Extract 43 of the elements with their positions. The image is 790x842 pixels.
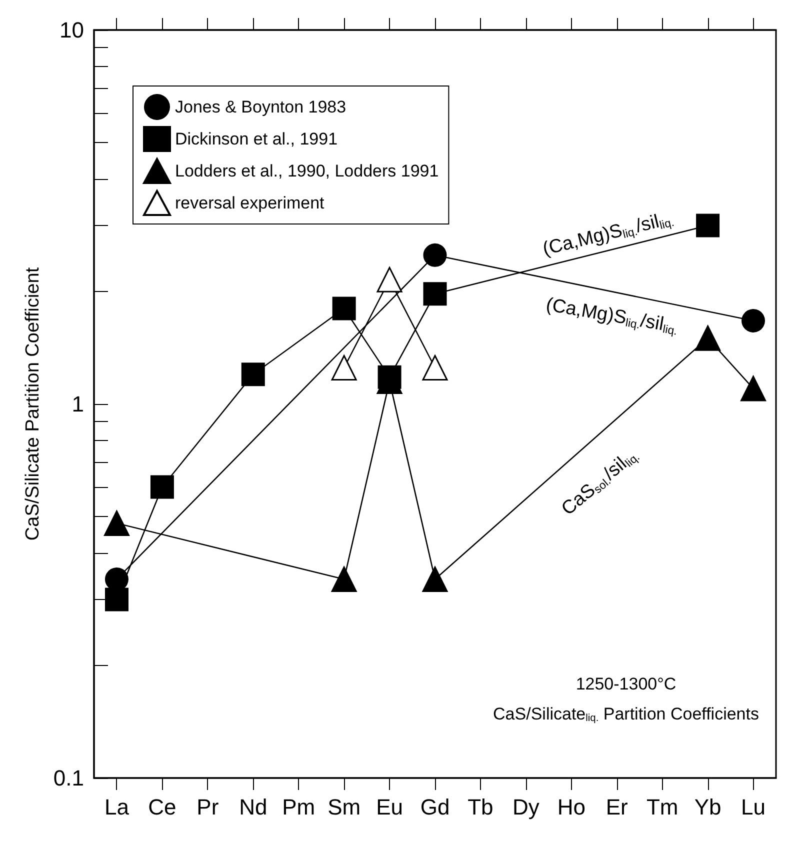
point: [241, 362, 265, 386]
annotation: CaSsol./silliq.: [558, 451, 642, 520]
x-tick-label: Tb: [468, 794, 494, 820]
x-tick-label: Ce: [148, 794, 176, 820]
annotation: 1250-1300°C: [576, 674, 676, 694]
point: [740, 376, 766, 402]
x-tick-label: Sm: [328, 794, 361, 820]
point: [376, 266, 402, 292]
point: [332, 296, 356, 320]
point: [742, 308, 766, 332]
x-tick-label: Eu: [376, 794, 403, 820]
point: [150, 475, 174, 499]
x-tick-label: La: [104, 794, 130, 820]
y-axis-title: CaS/Silicate Partition Coefficient: [22, 266, 44, 541]
x-tick-label: Er: [606, 794, 628, 820]
legend-label: Jones & Boynton 1983: [175, 98, 346, 116]
y-tick-label: 1: [72, 392, 84, 416]
legend-label: Dickinson et al., 1991: [175, 130, 338, 148]
x-tick-label: Yb: [694, 794, 722, 820]
annotation: CaS/Silicateliq. Partition Coefficients: [493, 704, 759, 724]
point: [696, 214, 720, 238]
point: [422, 355, 448, 381]
point: [331, 355, 357, 381]
x-tick-label: Pr: [196, 794, 219, 820]
annotation: (Ca,Mg)Sliq./silliq.: [544, 294, 678, 338]
legend-label: reversal experiment: [175, 194, 325, 212]
y-tick-label: 10: [60, 18, 84, 42]
point: [422, 566, 448, 592]
y-tick-label: 0.1: [53, 766, 84, 790]
point: [104, 588, 128, 612]
x-tick-label: Ho: [557, 794, 586, 820]
x-tick-label: Pm: [282, 794, 316, 820]
point: [423, 282, 447, 306]
x-tick-label: Tm: [646, 794, 678, 820]
point: [423, 243, 447, 267]
point: [695, 325, 721, 351]
x-tick-label: Dy: [512, 794, 540, 820]
legend-label: Lodders et al., 1990, Lodders 1991: [175, 162, 439, 180]
point: [331, 566, 357, 592]
x-tick-label: Lu: [741, 794, 766, 820]
x-tick-label: Gd: [420, 794, 450, 820]
x-tick-label: Nd: [239, 794, 268, 820]
point: [104, 510, 130, 536]
